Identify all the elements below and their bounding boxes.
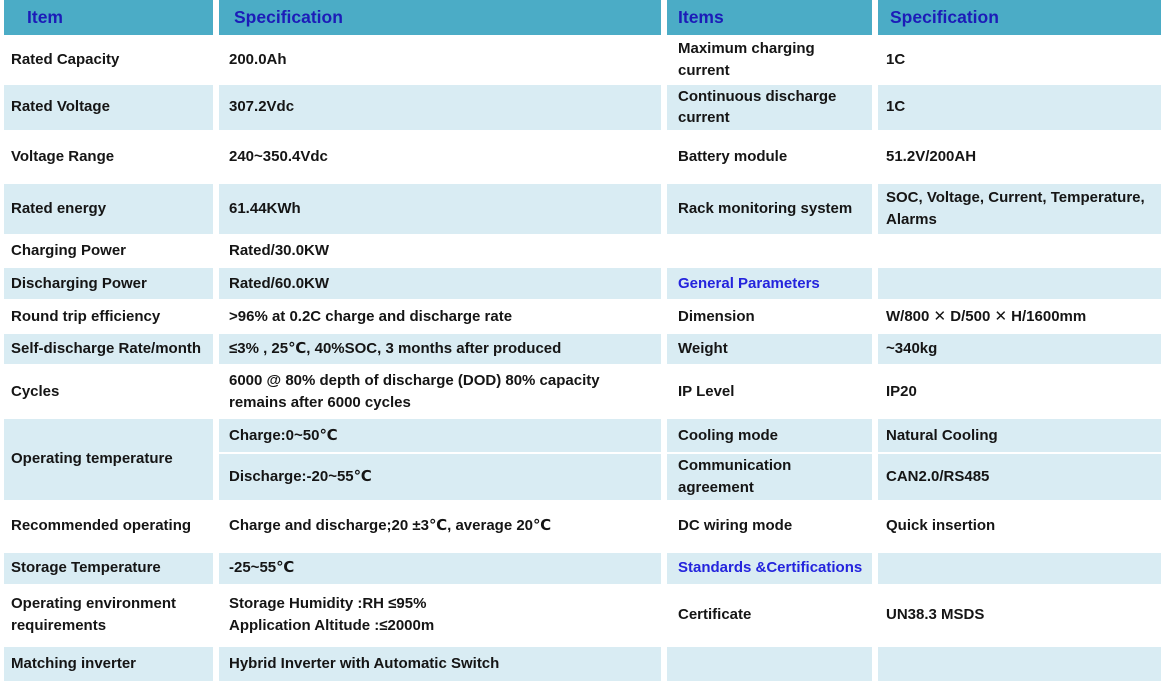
spec-cell: CAN2.0/RS485 [878,454,1161,502]
table-row: Operating environment requirements Storag… [4,585,1161,647]
header-item: Item [4,0,219,37]
item-cell: Rated energy [4,184,219,236]
spec-cell: 6000 @ 80% depth of discharge (DOD) 80% … [219,366,667,419]
item-cell: Dimension [667,301,878,334]
header-row: Item Specification Items Specification [4,0,1161,37]
table-row: Round trip efficiency >96% at 0.2C charge… [4,301,1161,334]
item-cell: Voltage Range [4,132,219,184]
spec-cell: Discharge:-20~55℃ [219,454,667,502]
spec-table: Item Specification Items Specification R… [4,0,1161,683]
battery-spec-sheet: Item Specification Items Specification R… [4,0,1161,683]
table-row: Voltage Range 240~350.4Vdc Battery module 5… [4,132,1161,184]
item-cell: Operating environment requirements [4,585,219,647]
header-specification-right: Specification [878,0,1161,37]
spec-cell: Hybrid Inverter with Automatic Switch [219,646,667,683]
empty-cell [878,268,1161,301]
table-row: Rated energy 61.44KWh Rack monitoring syst… [4,184,1161,236]
item-cell: Maximum charging current [667,37,878,85]
spec-cell: 307.2Vdc [219,84,667,132]
item-cell: Cooling mode [667,419,878,454]
header-specification-left: Specification [219,0,667,37]
empty-cell [667,646,878,683]
item-cell: Round trip efficiency [4,301,219,334]
item-cell: Self-discharge Rate/month [4,334,219,366]
item-cell: Rated Voltage [4,84,219,132]
table-row: Rated Capacity 200.0Ah Maximum charging cu… [4,37,1161,85]
item-cell: Battery module [667,132,878,184]
spec-cell: >96% at 0.2C charge and discharge rate [219,301,667,334]
item-cell: Discharging Power [4,268,219,301]
spec-cell: ~340kg [878,334,1161,366]
spec-cell: 61.44KWh [219,184,667,236]
header-items: Items [667,0,878,37]
spec-cell: IP20 [878,366,1161,419]
table-row: Discharging Power Rated/60.0KW General Par… [4,268,1161,301]
table-row: Storage Temperature -25~55℃ Standards &Cer… [4,552,1161,586]
spec-cell: Charge:0~50℃ [219,419,667,454]
empty-cell [878,646,1161,683]
spec-cell: Rated/30.0KW [219,236,667,268]
spec-cell: -25~55℃ [219,552,667,586]
table-row: Matching inverter Hybrid Inverter with Au… [4,646,1161,683]
spec-cell: 1C [878,84,1161,132]
item-cell: Charging Power [4,236,219,268]
table-row: Rated Voltage 307.2Vdc Continuous discharg… [4,84,1161,132]
spec-cell: Storage Humidity :RH ≤95% Application Al… [219,585,667,647]
item-cell: Weight [667,334,878,366]
empty-cell [878,236,1161,268]
item-cell: Recommended operating [4,501,219,553]
spec-cell: ≤3% , 25℃, 40%SOC, 3 months after produc… [219,334,667,366]
spec-cell: 51.2V/200AH [878,132,1161,184]
table-row: Operating temperature Charge:0~50℃ Cooling… [4,419,1161,502]
item-cell: Communication agreement [667,454,878,502]
item-cell: Rated Capacity [4,37,219,85]
item-cell: Matching inverter [4,646,219,683]
item-cell: Operating temperature [4,419,219,502]
spec-cell: 240~350.4Vdc [219,132,667,184]
spec-cell: Rated/60.0KW [219,268,667,301]
item-cell: Continuous discharge current [667,84,878,132]
section-header-cell: Standards &Certifications [667,552,878,586]
empty-cell [667,236,878,268]
item-cell: Rack monitoring system [667,184,878,236]
spec-cell: Natural Cooling [878,419,1161,454]
empty-cell [878,552,1161,586]
spec-cell: 1C [878,37,1161,85]
table-row: Discharge:-20~55℃ Communication agreement… [4,454,1161,502]
table-row: Self-discharge Rate/month ≤3% , 25℃, 40%S… [4,334,1161,366]
item-cell: Certificate [667,585,878,647]
spec-cell: Quick insertion [878,501,1161,553]
spec-cell: 200.0Ah [219,37,667,85]
spec-cell: Charge and discharge;20 ±3℃, average 20℃ [219,501,667,553]
table-row: Charging Power Rated/30.0KW [4,236,1161,268]
section-header-cell: General Parameters [667,268,878,301]
item-cell: Cycles [4,366,219,419]
item-cell: IP Level [667,366,878,419]
table-row: Recommended operating Charge and discharg… [4,501,1161,553]
item-cell: Storage Temperature [4,552,219,586]
spec-cell: SOC, Voltage, Current, Temperature, Alar… [878,184,1161,236]
table-row: Cycles 6000 @ 80% depth of discharge (DOD… [4,366,1161,419]
spec-cell: W/800 ✕ D/500 ✕ H/1600mm [878,301,1161,334]
spec-cell: UN38.3 MSDS [878,585,1161,647]
item-cell: DC wiring mode [667,501,878,553]
